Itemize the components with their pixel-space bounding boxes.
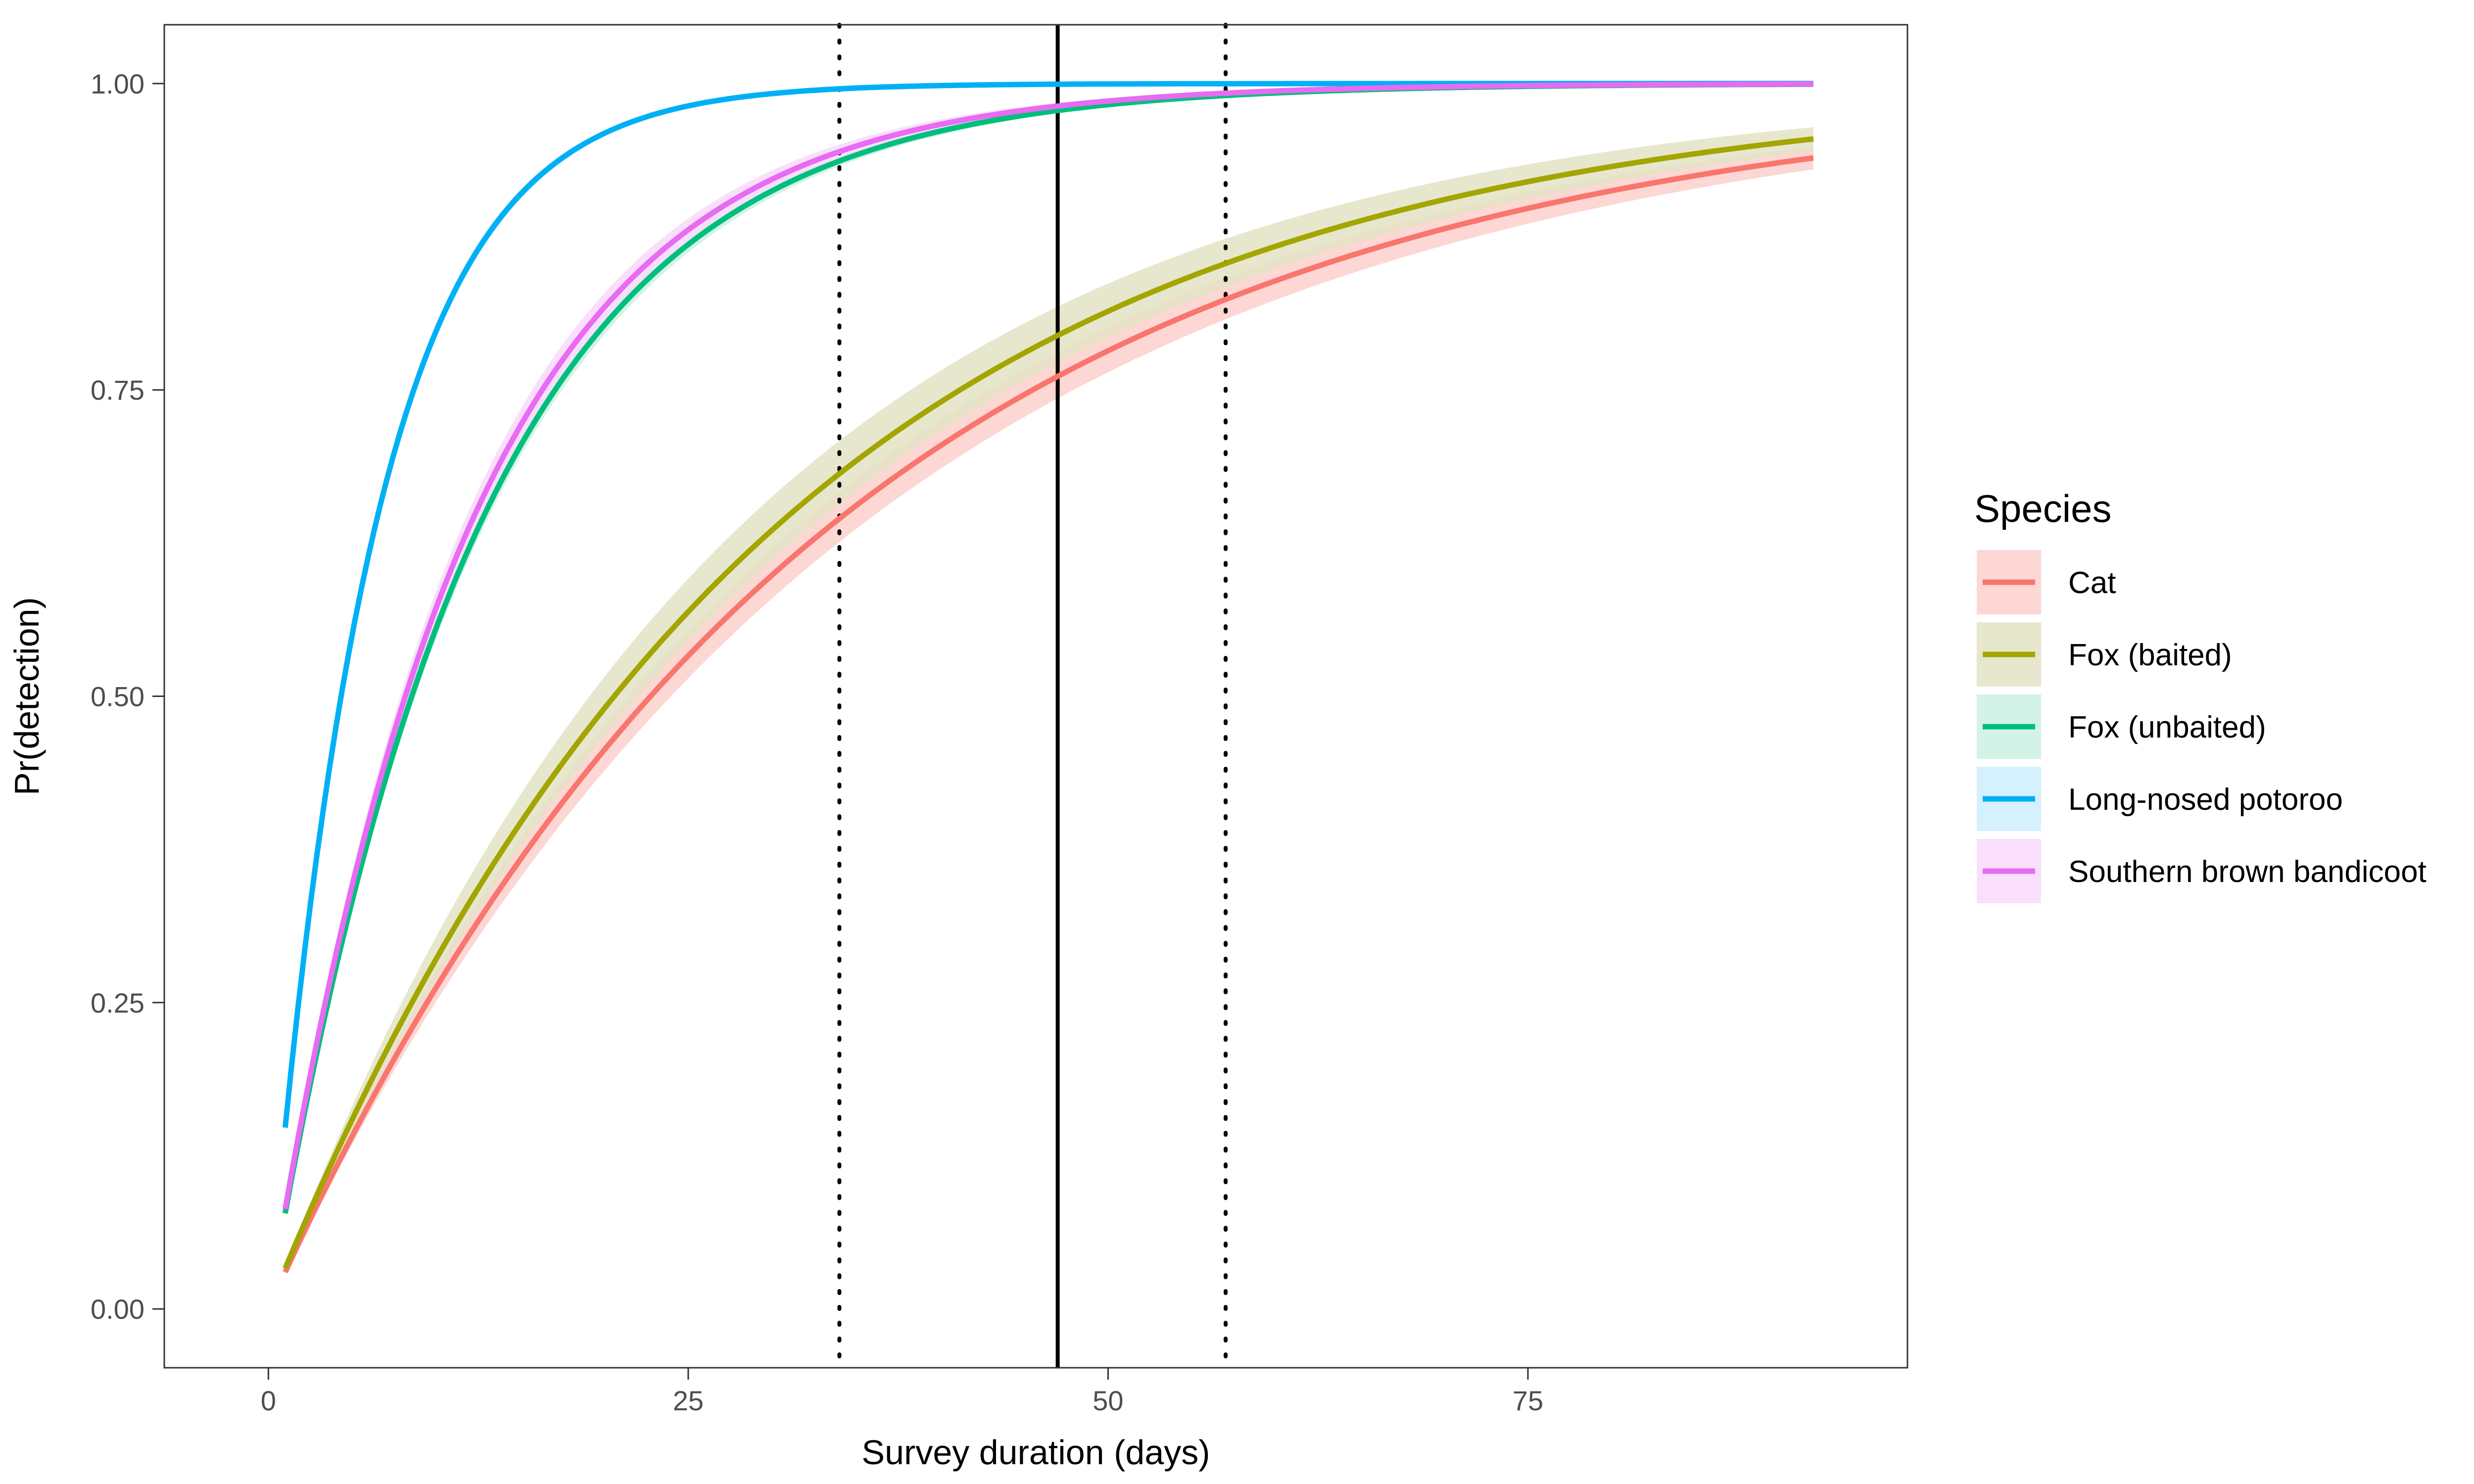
y-axis: 0.00 0.25 0.50 0.75 1.00 [91,68,164,1325]
legend-key-southern-brown-bandicoot [1977,839,2041,903]
legend: Species Cat Fox (baited) Fox (unbaited) Lon… [1974,487,2426,903]
y-tick-label: 0.25 [91,987,144,1019]
line-fox-unbaited [282,81,1813,1214]
x-tick-label: 0 [261,1385,276,1416]
line-southern-brown-bandicoot [282,81,1813,1210]
y-tick-label: 0.50 [91,681,144,712]
x-axis-title: Survey duration (days) [861,1433,1210,1472]
series-lines [282,81,1814,1274]
x-tick-label: 25 [673,1385,704,1416]
y-tick-label: 1.00 [91,68,144,99]
legend-title: Species [1974,487,2112,530]
band-fox-baited [285,127,1813,1271]
confidence-bands [285,83,1813,1274]
legend-key-fox-unbaited [1977,695,2041,759]
x-axis: 0 25 50 75 [261,1368,1543,1416]
legend-label-fox-baited: Fox (baited) [2068,638,2232,672]
band-cat [285,146,1813,1274]
y-tick-label: 0.00 [91,1294,144,1325]
band-fox-unbaited [285,84,1813,1216]
band-long-nosed-potoroo [285,83,1813,1131]
legend-label-southern-brown-bandicoot: Southern brown bandicoot [2068,855,2426,889]
legend-key-fox-baited [1977,622,2041,687]
plot-panel-border [163,24,1908,1369]
x-tick-label: 75 [1513,1385,1543,1416]
legend-label-long-nosed-potoroo: Long-nosed potoroo [2068,783,2343,817]
line-cat [283,155,1814,1274]
y-axis-title: Pr(detection) [7,597,46,795]
x-tick-label: 50 [1093,1385,1123,1416]
legend-key-long-nosed-potoroo [1977,767,2041,831]
legend-label-cat: Cat [2068,566,2116,600]
legend-key-cat [1977,550,2041,614]
line-fox-baited [283,136,1814,1270]
legend-label-fox-unbaited: Fox (unbaited) [2068,710,2266,744]
y-tick-label: 0.75 [91,374,144,406]
band-southern-brown-bandicoot [285,84,1813,1213]
line-long-nosed-potoroo [282,81,1813,1128]
reference-lines [837,23,1228,1370]
